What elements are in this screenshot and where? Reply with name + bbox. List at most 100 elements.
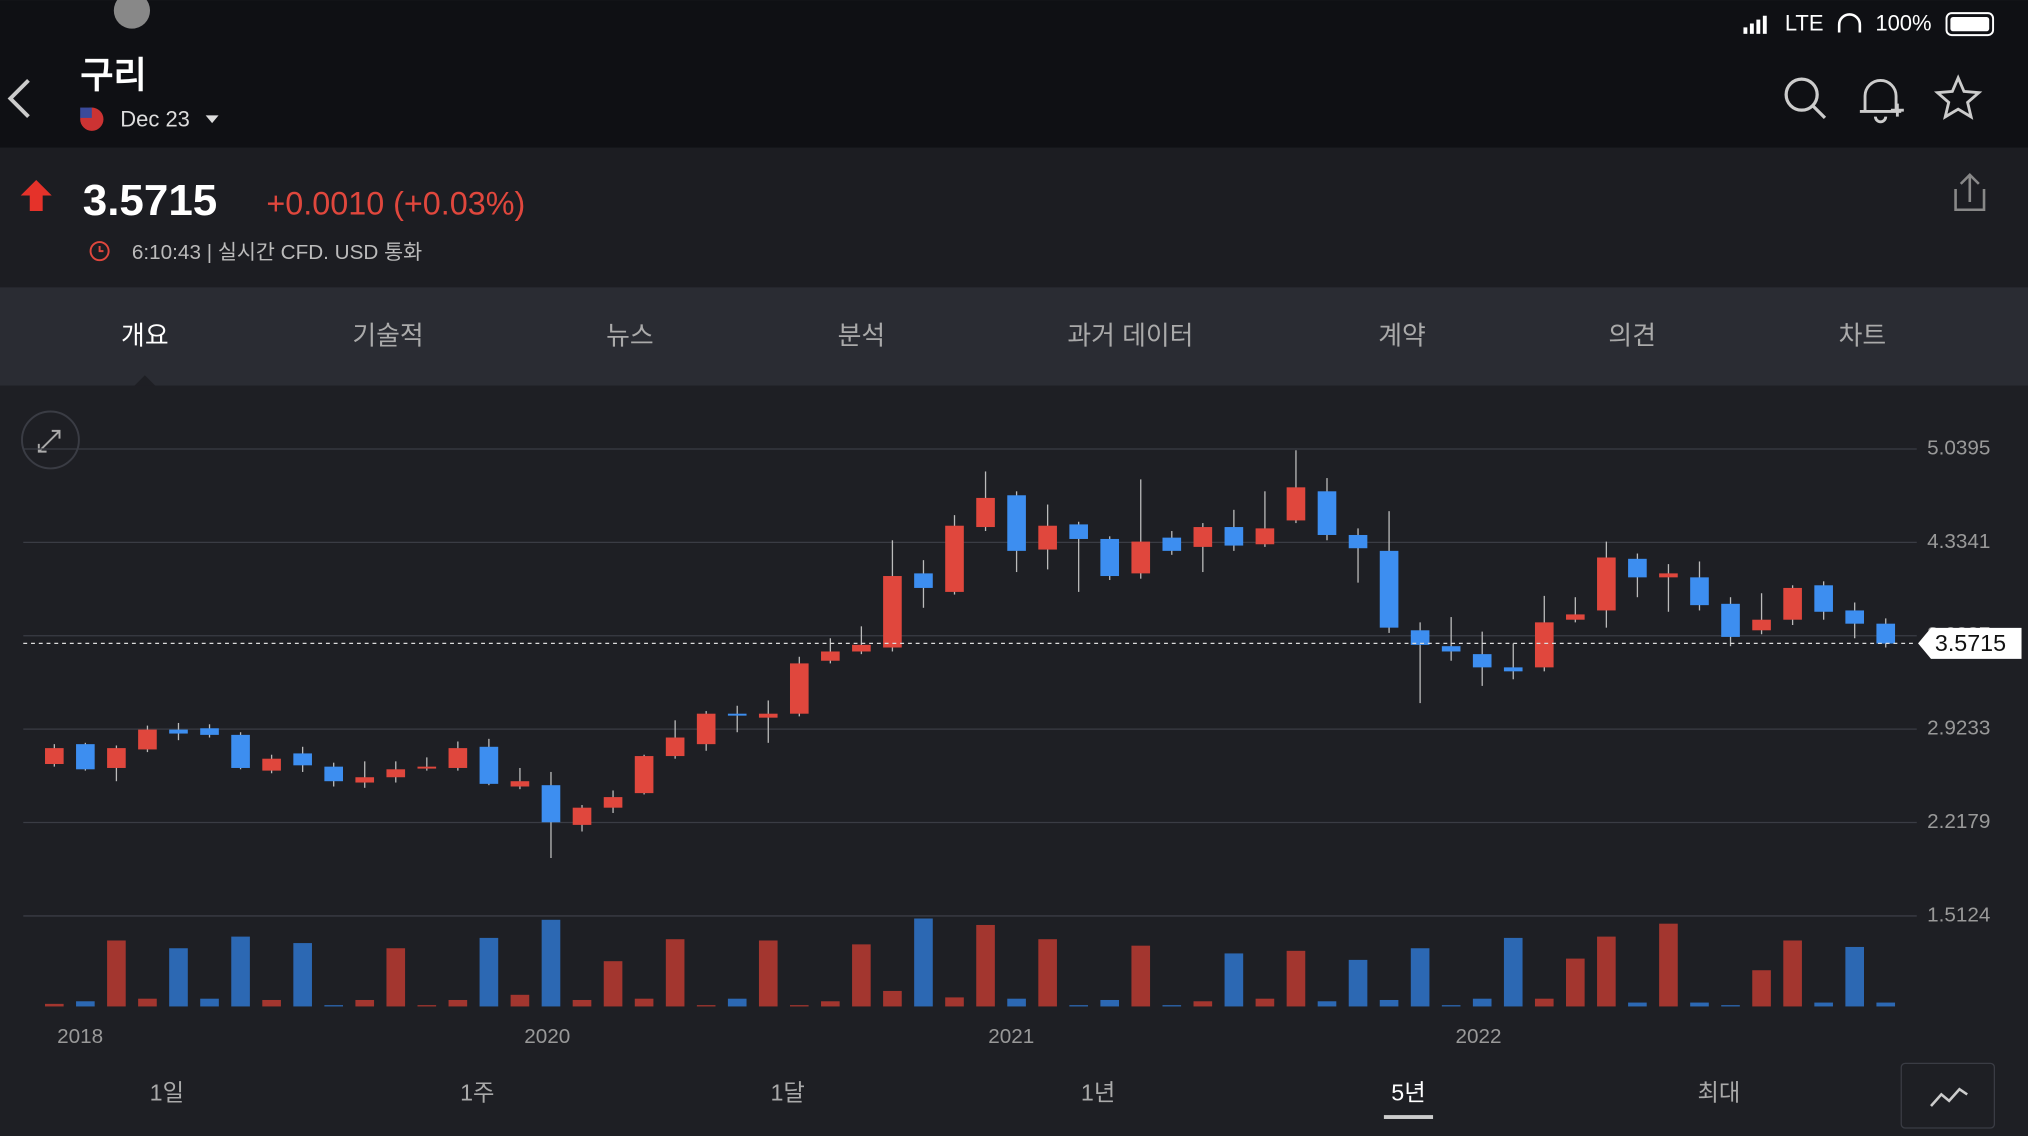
- volume-bar: [883, 990, 902, 1007]
- tab[interactable]: 의견: [1608, 323, 1656, 351]
- back-button[interactable]: [7, 79, 30, 118]
- candle-body: [1441, 646, 1461, 652]
- volume-bar: [1845, 946, 1865, 1007]
- instrument-title: 구리: [80, 54, 147, 95]
- candle-body: [1659, 573, 1678, 578]
- volume-bar: [665, 939, 685, 1007]
- battery-icon: [1945, 12, 1995, 37]
- candle-body: [1007, 495, 1026, 551]
- watchlist-button[interactable]: [1933, 74, 1983, 120]
- volume-bar: [1472, 998, 1492, 1007]
- period-button[interactable]: 1주: [460, 1080, 494, 1106]
- candle-body: [355, 777, 375, 783]
- period-button[interactable]: 최대: [1697, 1080, 1740, 1106]
- tab[interactable]: 개요: [121, 322, 169, 351]
- tabs-bg: [0, 287, 2028, 386]
- period-underline: [1383, 1115, 1434, 1119]
- x-tick-label: 2022: [1455, 1025, 1501, 1048]
- volume-bar: [1628, 1002, 1647, 1007]
- candle-body: [76, 744, 95, 770]
- contract-selector[interactable]: Dec 23: [120, 106, 190, 131]
- candle-body: [945, 525, 964, 592]
- candle-body: [417, 766, 437, 769]
- volume-bar: [386, 948, 406, 1007]
- candle-body: [386, 769, 406, 778]
- candle-body: [1534, 622, 1554, 668]
- candle-body: [1100, 538, 1120, 577]
- expand-icon[interactable]: [37, 429, 61, 453]
- volume-bar: [76, 1001, 95, 1007]
- volume-bar: [510, 994, 530, 1007]
- candle-body: [1566, 614, 1585, 620]
- expand-button[interactable]: [21, 410, 80, 470]
- candle-body: [727, 713, 747, 716]
- volume-bar: [1100, 999, 1120, 1007]
- candle-body: [1131, 541, 1151, 574]
- y-tick-label: 5.0395: [1927, 436, 1990, 459]
- candle-body: [1410, 630, 1430, 645]
- candle-body: [1379, 550, 1399, 628]
- volume-bar: [1038, 939, 1057, 1007]
- candle-body: [758, 713, 778, 718]
- y-tick-label: 2.2179: [1927, 810, 1990, 833]
- period-button[interactable]: 5년: [1391, 1080, 1425, 1106]
- volume-bar: [1007, 998, 1026, 1007]
- battery-level: [1950, 17, 1990, 32]
- candle-body: [479, 746, 499, 784]
- volume-bar: [1162, 1005, 1182, 1007]
- tab[interactable]: 과거 데이터: [1067, 322, 1193, 351]
- volume-bar: [1286, 950, 1306, 1007]
- dropdown-arrow[interactable]: [205, 115, 219, 124]
- volume-bar: [45, 1003, 64, 1007]
- candle-body: [1472, 654, 1492, 668]
- line-chart-icon[interactable]: [1930, 1087, 1968, 1107]
- candle-body: [541, 785, 561, 823]
- period-button[interactable]: 1달: [770, 1080, 804, 1106]
- volume-bar: [976, 924, 995, 1007]
- tab[interactable]: 차트: [1839, 322, 1887, 351]
- share-button[interactable]: [1954, 172, 1986, 212]
- candle-body: [1783, 587, 1802, 620]
- alert-button[interactable]: [1859, 79, 1904, 124]
- candle-body: [200, 728, 219, 735]
- candle-body: [1069, 524, 1088, 539]
- volume-bar: [1659, 923, 1678, 1007]
- volume-bar: [1255, 998, 1275, 1007]
- chart-type-button[interactable]: [1900, 1062, 1996, 1129]
- volume-bar: [1317, 1001, 1337, 1007]
- tab-bar: 개요 기술적 뉴스 분석 과거 데이터 계약 의견 차트: [121, 322, 1886, 351]
- period-bar: 1일 1주 1달 1년 5년 최대: [150, 1080, 1740, 1119]
- candle-body: [1876, 623, 1896, 644]
- period-button[interactable]: 1일: [150, 1080, 184, 1106]
- candle-body: [1162, 537, 1182, 551]
- tab[interactable]: 기술적: [352, 322, 423, 351]
- volume-bar: [1876, 1002, 1896, 1007]
- candle-body: [1690, 577, 1709, 606]
- volume-bar: [572, 999, 592, 1007]
- clock-icon: [89, 241, 110, 262]
- volume-bar: [1690, 1002, 1709, 1007]
- volume-bar: [1721, 1005, 1740, 1007]
- search-button[interactable]: [1784, 77, 1827, 120]
- tab[interactable]: 계약: [1378, 322, 1426, 351]
- volume-bar: [603, 961, 623, 1007]
- price-chart: 5.03954.33413.62872.92332.21791.51242018…: [23, 436, 2022, 1048]
- volume-bar: [634, 998, 654, 1007]
- candle-body: [169, 729, 188, 734]
- candle-body: [976, 497, 995, 528]
- volume-bar: [1379, 999, 1399, 1007]
- tab[interactable]: 뉴스: [606, 323, 654, 351]
- candle-body: [1224, 527, 1244, 546]
- x-tick-label: 2018: [57, 1025, 103, 1048]
- candle-body: [1193, 527, 1213, 547]
- headphone-icon: [1837, 13, 1862, 33]
- candle-body: [1845, 610, 1865, 624]
- last-price: 3.5715: [83, 176, 217, 225]
- candle-body: [293, 753, 312, 766]
- volume-bar: [1752, 970, 1771, 1007]
- volume-bar: [789, 1005, 809, 1007]
- tab[interactable]: 분석: [838, 322, 886, 351]
- period-button[interactable]: 1년: [1081, 1080, 1115, 1106]
- flag-canton: [80, 107, 92, 118]
